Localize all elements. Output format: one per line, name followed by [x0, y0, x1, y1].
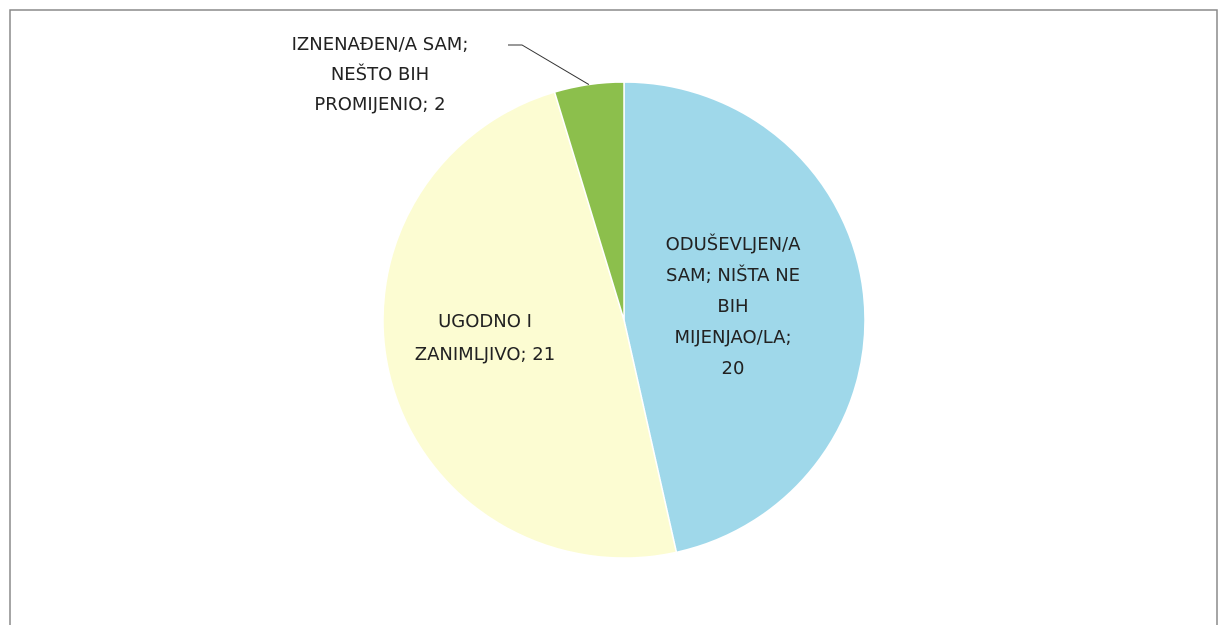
- data-label: SAM; NIŠTA NE: [666, 264, 800, 286]
- data-label: 20: [722, 358, 745, 379]
- data-label: BIH: [717, 296, 748, 317]
- leader-line: [508, 44, 590, 85]
- data-label: IZNENAĐEN/A SAM;: [292, 34, 469, 55]
- data-label: ZANIMLJIVO; 21: [415, 344, 555, 365]
- pie-slice: [623, 81, 866, 554]
- data-label: UGODNO I: [438, 311, 532, 332]
- data-label: MIJENJAO/LA;: [674, 327, 791, 348]
- data-label: PROMIJENIO; 2: [314, 94, 445, 115]
- data-label: ODUŠEVLJEN/A: [666, 233, 802, 255]
- pie-slice: [382, 91, 678, 559]
- data-label: NEŠTO BIH: [331, 63, 429, 85]
